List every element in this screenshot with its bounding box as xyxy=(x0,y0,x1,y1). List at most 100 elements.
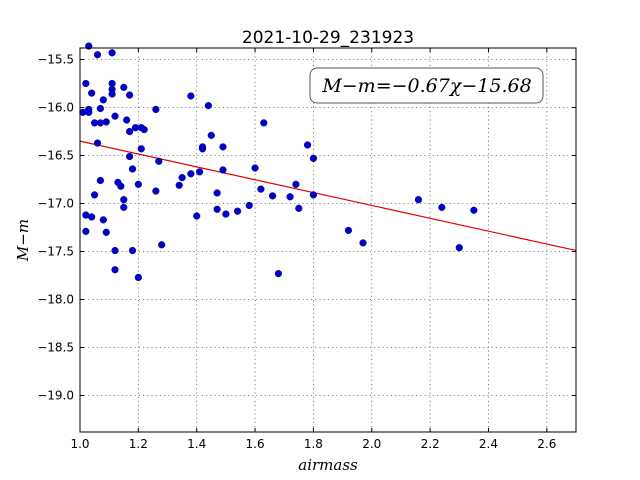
data-point xyxy=(245,201,253,210)
plot-frame xyxy=(79,47,577,433)
x-tick-label: 2.6 xyxy=(537,437,556,451)
data-point xyxy=(96,104,105,113)
data-point xyxy=(140,126,148,134)
data-point xyxy=(93,51,102,59)
data-point xyxy=(111,246,119,255)
data-point xyxy=(111,266,119,274)
y-tick-label: −17.5 xyxy=(37,245,74,259)
x-tick-label: 1.8 xyxy=(304,437,323,451)
data-point xyxy=(108,49,116,57)
y-axis-ticks: −15.5 −16.0 −16.5 −17.0 −17.5 −18.0 −18.5 −19.0 xyxy=(37,53,576,403)
data-point xyxy=(90,191,99,199)
data-point xyxy=(207,131,215,139)
data-point xyxy=(120,196,128,204)
data-point xyxy=(359,239,367,247)
fit-annotation-box xyxy=(309,67,544,104)
x-axis-ticks: 1.0 1.2 1.4 1.6 1.8 2.0 2.2 2.4 2.6 xyxy=(70,48,556,451)
data-point xyxy=(108,90,116,98)
y-axis-label: M−m xyxy=(14,219,32,262)
data-point xyxy=(134,273,142,282)
data-point xyxy=(152,105,160,114)
grid-lines xyxy=(79,48,576,432)
data-point xyxy=(274,270,283,278)
data-point xyxy=(158,241,166,249)
x-tick-label: 1.2 xyxy=(129,437,148,451)
data-point xyxy=(219,166,227,174)
data-point xyxy=(295,204,303,212)
data-point xyxy=(196,168,204,176)
x-tick-label: 2.0 xyxy=(362,437,381,451)
data-point xyxy=(222,210,230,218)
fit-equation: M−m=−0.67χ−15.68 xyxy=(321,75,531,97)
data-point xyxy=(126,127,134,136)
y-tick-label: −16.5 xyxy=(37,149,74,163)
data-point xyxy=(120,203,128,211)
data-point xyxy=(219,143,227,151)
data-point xyxy=(120,83,128,91)
data-point xyxy=(213,189,221,197)
data-point xyxy=(155,157,163,165)
data-point xyxy=(82,227,90,235)
data-point xyxy=(152,187,160,195)
data-point xyxy=(111,112,119,120)
data-point xyxy=(204,101,212,110)
data-point xyxy=(268,192,277,200)
data-point xyxy=(126,152,134,161)
data-point xyxy=(286,193,294,201)
data-point xyxy=(128,165,137,173)
x-tick-label: 1.4 xyxy=(187,437,206,451)
fit-line xyxy=(79,140,577,252)
data-point xyxy=(102,228,110,236)
data-point xyxy=(187,92,195,100)
data-point xyxy=(175,181,183,189)
x-tick-label: 2.2 xyxy=(421,437,440,451)
data-point xyxy=(193,212,201,220)
data-point xyxy=(260,119,268,127)
x-tick-label: 1.0 xyxy=(70,437,89,451)
data-point xyxy=(470,206,478,214)
data-point xyxy=(438,203,446,211)
y-tick-label: −18.5 xyxy=(37,341,74,355)
data-point xyxy=(82,79,90,88)
y-tick-label: −16.0 xyxy=(37,101,74,115)
data-points xyxy=(79,42,478,282)
x-tick-label: 1.6 xyxy=(246,437,265,451)
fit-line-group xyxy=(79,140,577,252)
y-tick-label: −15.5 xyxy=(37,53,74,67)
data-point xyxy=(233,207,242,215)
data-point xyxy=(88,89,96,97)
data-point xyxy=(257,185,265,193)
data-point xyxy=(292,180,300,188)
data-point xyxy=(134,180,142,188)
chart-title: 2021-10-29_231923 xyxy=(242,28,414,48)
y-tick-label: −19.0 xyxy=(37,389,74,403)
data-point xyxy=(213,205,221,213)
data-point xyxy=(344,226,353,235)
fit-annotation: M−m=−0.67χ−15.68 xyxy=(309,67,544,104)
data-point xyxy=(126,91,134,99)
data-point xyxy=(85,105,93,114)
x-axis-label: airmass xyxy=(298,456,358,474)
data-point xyxy=(309,191,318,199)
data-point xyxy=(309,154,318,163)
data-point xyxy=(93,139,102,147)
data-point xyxy=(137,145,145,153)
data-point xyxy=(178,174,186,182)
data-point xyxy=(414,196,423,204)
data-point xyxy=(251,164,259,172)
data-point xyxy=(198,143,207,151)
y-tick-label: −18.0 xyxy=(37,293,74,307)
data-point xyxy=(455,244,463,252)
data-point xyxy=(96,176,105,185)
data-point xyxy=(123,116,131,124)
data-point xyxy=(128,246,137,255)
y-tick-label: −17.0 xyxy=(37,197,74,211)
data-point xyxy=(88,213,96,221)
x-tick-label: 2.4 xyxy=(479,437,498,451)
data-point xyxy=(187,170,195,178)
data-point xyxy=(99,216,107,224)
data-point xyxy=(117,182,125,190)
data-point xyxy=(102,118,110,126)
data-point xyxy=(99,96,107,104)
